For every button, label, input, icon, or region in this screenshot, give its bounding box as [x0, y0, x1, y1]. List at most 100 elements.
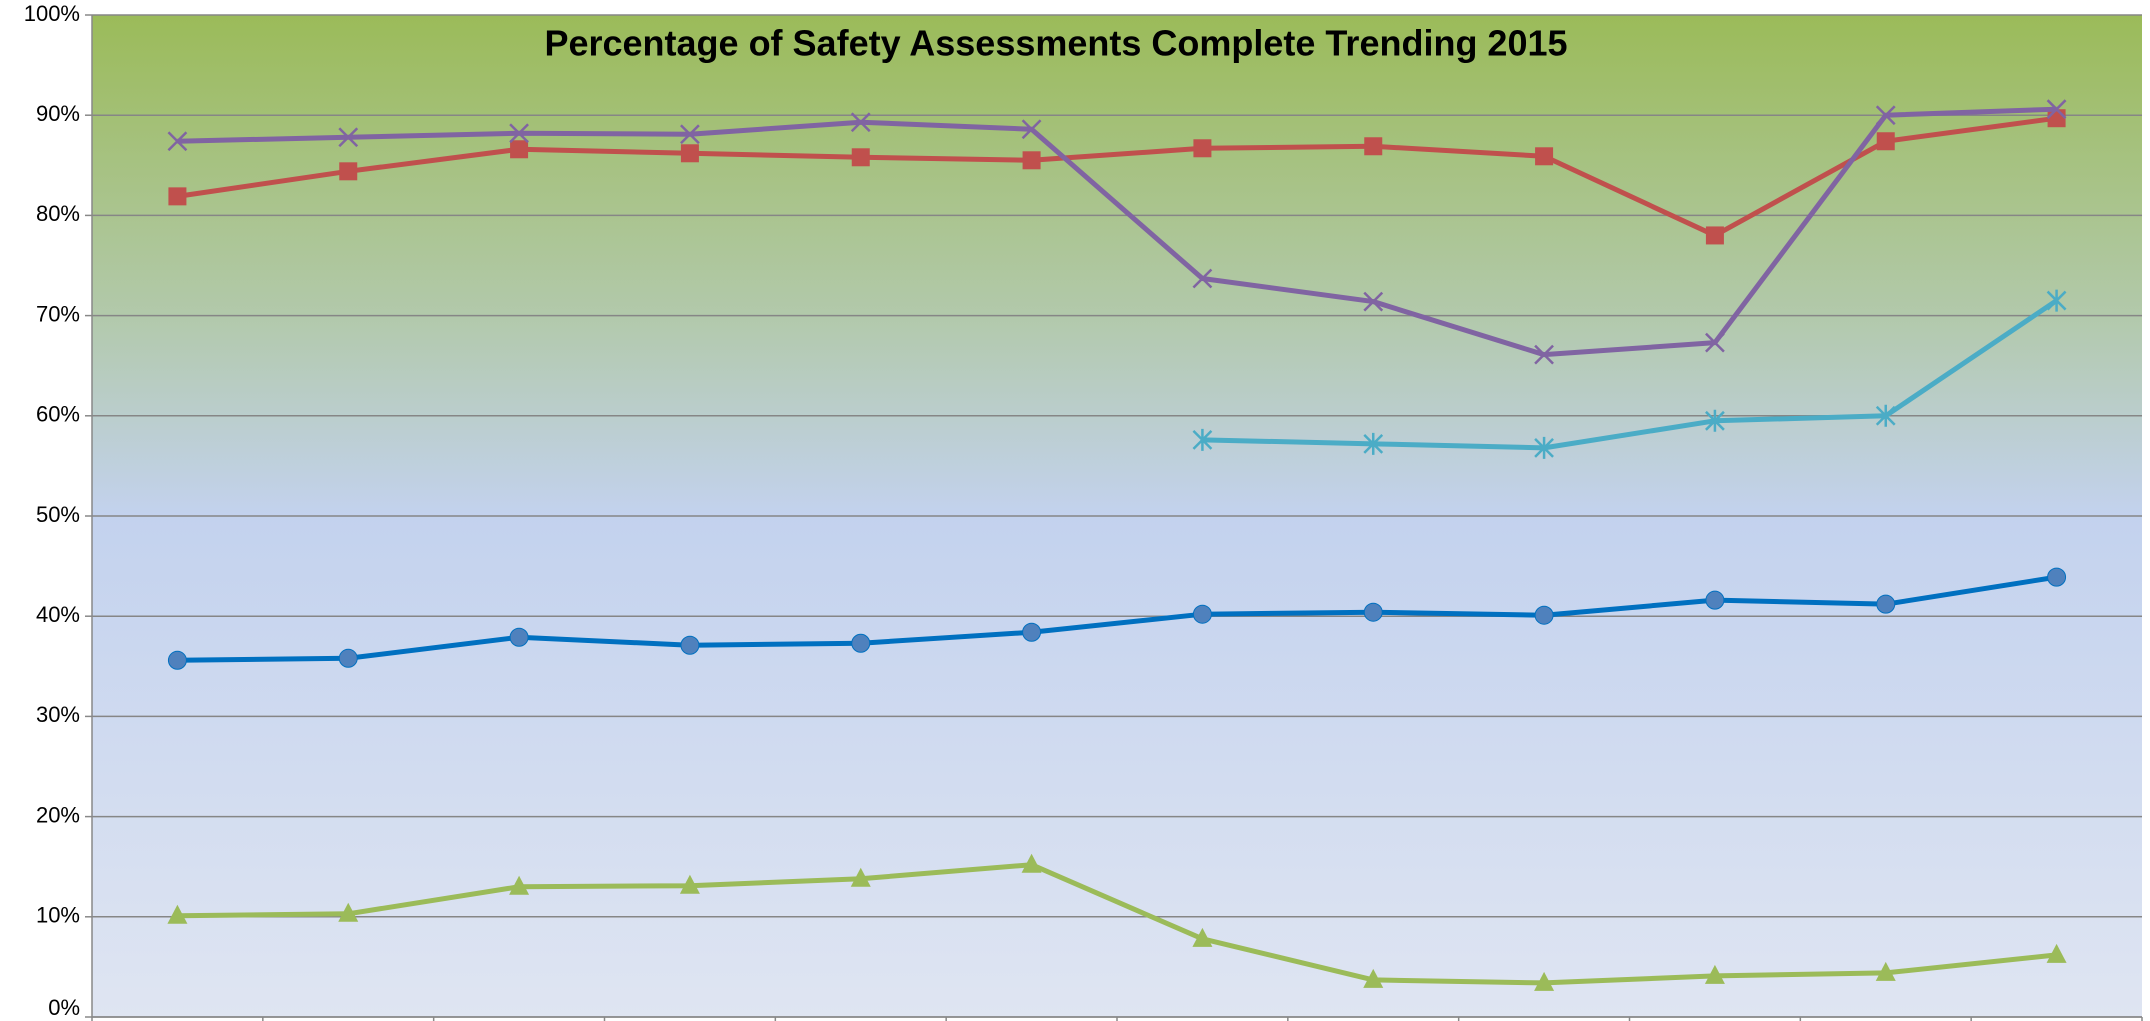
- marker-part: [2046, 99, 2067, 120]
- marker: [1876, 594, 1896, 614]
- y-tick-label: 10%: [36, 903, 80, 928]
- marker: [850, 867, 871, 887]
- y-tick-label: 40%: [36, 602, 80, 627]
- marker: [1705, 590, 1725, 610]
- marker-part: [1535, 147, 1554, 166]
- marker-part: [338, 902, 359, 922]
- marker-part: [851, 633, 871, 653]
- marker-part: [1022, 151, 1041, 170]
- y-tick-label: 30%: [36, 702, 80, 727]
- marker-part: [1875, 404, 1896, 427]
- marker-part: [1363, 432, 1384, 455]
- marker-part: [1705, 590, 1725, 610]
- marker: [1875, 961, 1896, 981]
- marker-part: [338, 648, 358, 668]
- marker: [1193, 139, 1212, 158]
- marker: [1363, 968, 1384, 988]
- series-line: [177, 115, 2057, 238]
- marker: [1535, 147, 1554, 166]
- marker: [679, 874, 700, 894]
- marker-part: [850, 867, 871, 887]
- marker: [338, 902, 359, 922]
- marker: [167, 904, 188, 924]
- marker: [2046, 99, 2067, 120]
- marker: [2046, 289, 2067, 312]
- marker: [509, 627, 529, 647]
- marker-part: [680, 635, 700, 655]
- y-tick-label: 90%: [36, 101, 80, 126]
- marker: [851, 148, 870, 167]
- marker: [1364, 137, 1383, 156]
- marker-part: [1192, 604, 1212, 624]
- series-line: [1202, 298, 2058, 451]
- marker: [1705, 226, 1724, 245]
- marker-part: [1364, 137, 1383, 156]
- marker: [510, 140, 529, 159]
- marker-part: [1534, 436, 1554, 459]
- y-tick-label: 60%: [36, 402, 80, 427]
- marker-part: [509, 123, 529, 144]
- marker-part: [509, 627, 529, 647]
- marker: [1705, 409, 1725, 432]
- marker: [680, 144, 699, 163]
- marker-part: [1192, 268, 1213, 289]
- marker: [1363, 602, 1383, 622]
- marker-part: [1876, 132, 1895, 151]
- marker: [1022, 622, 1042, 642]
- marker: [1192, 268, 1213, 289]
- marker: [509, 875, 530, 895]
- marker: [1534, 344, 1554, 365]
- y-tick-label: 20%: [36, 802, 80, 827]
- marker-part: [1022, 622, 1042, 642]
- marker: [1534, 605, 1554, 625]
- marker-part: [1021, 119, 1042, 140]
- marker: [509, 123, 529, 144]
- marker-part: [167, 131, 188, 152]
- marker: [167, 650, 187, 670]
- marker: [851, 633, 871, 653]
- marker-part: [2046, 289, 2067, 312]
- marker: [1534, 971, 1555, 991]
- marker-part: [1875, 105, 1896, 126]
- y-tick-label: 100%: [24, 1, 80, 26]
- chart-title: Percentage of Safety Assessments Complet…: [544, 23, 1567, 64]
- series-line: [177, 862, 2057, 986]
- marker-part: [1704, 964, 1725, 984]
- marker: [1875, 105, 1896, 126]
- marker: [167, 131, 188, 152]
- marker-part: [1705, 226, 1724, 245]
- marker: [1363, 432, 1384, 455]
- marker-part: [1876, 594, 1896, 614]
- marker-part: [1363, 291, 1384, 312]
- series-line: [177, 106, 2057, 358]
- marker-part: [680, 144, 699, 163]
- marker: [338, 648, 358, 668]
- marker: [1022, 151, 1041, 170]
- y-tick-label: 0%: [48, 995, 80, 1020]
- marker: [338, 127, 359, 148]
- marker: [2046, 943, 2067, 963]
- marker: [168, 187, 187, 206]
- marker-part: [167, 650, 187, 670]
- marker-part: [1192, 927, 1213, 947]
- marker-part: [851, 148, 870, 167]
- marker-part: [2046, 943, 2067, 963]
- marker: [2047, 567, 2067, 587]
- marker-part: [1705, 409, 1725, 432]
- marker: [1363, 291, 1384, 312]
- marker-part: [1363, 602, 1383, 622]
- marker-part: [680, 124, 700, 145]
- marker-part: [2047, 567, 2067, 587]
- marker-part: [510, 140, 529, 159]
- marker-part: [1875, 961, 1896, 981]
- y-tick-label: 50%: [36, 502, 80, 527]
- series-line: [177, 574, 2057, 663]
- marker-part: [679, 874, 700, 894]
- marker-part: [338, 127, 359, 148]
- marker: [850, 112, 871, 133]
- marker: [339, 162, 358, 181]
- marker: [1875, 404, 1896, 427]
- marker: [1021, 119, 1042, 140]
- marker-part: [1534, 971, 1555, 991]
